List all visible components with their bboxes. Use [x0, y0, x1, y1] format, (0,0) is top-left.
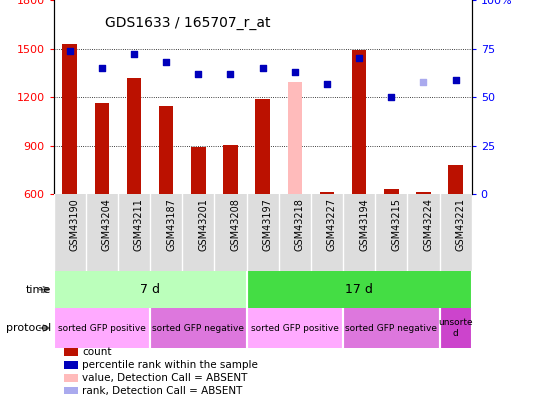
Bar	[191, 147, 205, 194]
Text: GSM43215: GSM43215	[391, 198, 401, 251]
Text: GSM43224: GSM43224	[423, 198, 434, 251]
Bar	[352, 50, 367, 194]
Point	[323, 80, 331, 87]
Text: time: time	[26, 285, 51, 294]
Bar	[95, 103, 109, 194]
Point	[355, 55, 363, 62]
Bar	[448, 165, 463, 194]
Point	[258, 65, 267, 71]
Bar	[247, 271, 472, 308]
Text: value, Detection Call = ABSENT: value, Detection Call = ABSENT	[82, 373, 248, 383]
Bar	[54, 308, 150, 348]
Bar	[63, 44, 77, 194]
Text: percentile rank within the sample: percentile rank within the sample	[82, 360, 258, 370]
Text: sorted GFP positive: sorted GFP positive	[251, 324, 339, 333]
Bar	[343, 308, 440, 348]
Bar	[54, 271, 247, 308]
Bar	[416, 192, 431, 194]
Point	[194, 70, 203, 77]
Bar	[150, 308, 247, 348]
Text: GSM43221: GSM43221	[456, 198, 466, 251]
Bar	[255, 99, 270, 194]
Text: protocol: protocol	[6, 323, 51, 333]
Text: sorted GFP positive: sorted GFP positive	[58, 324, 146, 333]
Point	[130, 51, 138, 58]
Bar	[319, 192, 334, 194]
Bar	[159, 106, 173, 194]
Text: GSM43204: GSM43204	[102, 198, 112, 251]
Point	[419, 79, 428, 85]
Text: GSM43227: GSM43227	[327, 198, 337, 252]
Point	[387, 94, 396, 100]
Bar	[287, 82, 302, 194]
Text: GSM43187: GSM43187	[166, 198, 176, 251]
Bar	[126, 78, 141, 194]
Point	[226, 70, 235, 77]
Text: GSM43194: GSM43194	[359, 198, 369, 251]
Point	[291, 69, 299, 75]
Text: sorted GFP negative: sorted GFP negative	[345, 324, 437, 333]
Text: GSM43208: GSM43208	[230, 198, 241, 251]
Text: rank, Detection Call = ABSENT: rank, Detection Call = ABSENT	[82, 386, 242, 396]
Bar	[440, 308, 472, 348]
Text: GSM43190: GSM43190	[70, 198, 80, 251]
Point	[451, 77, 460, 83]
Text: 7 d: 7 d	[140, 283, 160, 296]
Point	[65, 47, 74, 54]
Text: GDS1633 / 165707_r_at: GDS1633 / 165707_r_at	[105, 16, 270, 30]
Text: GSM43218: GSM43218	[295, 198, 305, 251]
Bar	[223, 145, 238, 194]
Text: GSM43211: GSM43211	[134, 198, 144, 251]
Point	[162, 59, 170, 66]
Bar	[247, 308, 343, 348]
Text: unsorte
d: unsorte d	[438, 318, 473, 338]
Text: sorted GFP negative: sorted GFP negative	[152, 324, 244, 333]
Text: GSM43201: GSM43201	[198, 198, 209, 251]
Text: GSM43197: GSM43197	[263, 198, 273, 251]
Text: 17 d: 17 d	[345, 283, 373, 296]
Bar	[384, 189, 398, 194]
Text: count: count	[82, 347, 111, 357]
Point	[98, 65, 106, 71]
